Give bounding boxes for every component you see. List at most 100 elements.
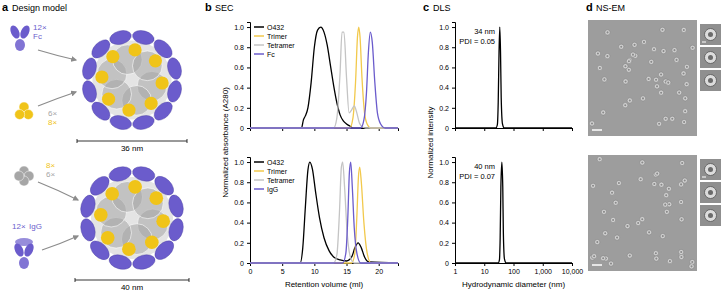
series-line <box>250 32 398 128</box>
icon-part <box>14 171 24 181</box>
chart: 00.20.40.60.81.034 nmPDI = 0.05Normalize… <box>426 23 573 179</box>
tick <box>572 128 573 131</box>
assembly: 40 nm <box>75 164 189 292</box>
tick-label: 0.6 <box>439 199 449 206</box>
annotation: 34 nm <box>474 27 495 36</box>
tick-mark <box>452 162 455 163</box>
particle <box>653 77 658 82</box>
tick: 0.6 <box>439 64 455 71</box>
tick: 0 <box>240 125 250 132</box>
particle <box>640 96 645 101</box>
series-line <box>250 162 398 263</box>
trimer-unit <box>145 235 159 249</box>
particle <box>608 261 613 266</box>
class-average <box>700 205 721 226</box>
series-line <box>250 167 398 263</box>
particle-core <box>680 251 682 253</box>
particle-core <box>637 222 639 224</box>
particle-core <box>653 183 655 185</box>
class-average-bg <box>700 47 721 68</box>
tick: 0 <box>240 260 250 267</box>
tick-label: 1.0 <box>439 159 449 166</box>
particle-core <box>591 122 593 124</box>
component-label: 12× <box>33 23 47 32</box>
particle <box>626 59 631 64</box>
legend-swatch <box>254 170 264 172</box>
particle-core <box>624 65 626 67</box>
component-label: IgG <box>29 222 42 231</box>
axis: 1101001,00010,000 <box>454 263 584 275</box>
tick-label: 10 <box>481 268 489 275</box>
particle <box>602 77 607 82</box>
particle-core <box>618 182 620 184</box>
particle-core <box>681 162 683 164</box>
panel-letter: c <box>423 1 429 13</box>
particle <box>679 249 684 254</box>
scale-bar-end <box>75 278 76 282</box>
plot-area <box>250 162 398 263</box>
class-average-particle <box>705 52 717 64</box>
panel-letter: a <box>2 1 9 13</box>
fc-unit <box>131 28 156 46</box>
panel-title: Design model <box>12 3 67 13</box>
particle <box>595 239 600 244</box>
series-line <box>455 27 572 128</box>
fc-unit <box>131 164 157 183</box>
particle-core <box>650 61 652 63</box>
particle <box>654 84 659 89</box>
tick-mark <box>247 182 250 183</box>
particle-core <box>641 218 643 220</box>
particle-core <box>596 241 598 243</box>
trimer-unit <box>149 54 162 67</box>
particle <box>609 190 614 195</box>
fc-unit <box>108 28 133 46</box>
particle-core <box>642 97 644 99</box>
scale-bar <box>592 264 602 266</box>
tick-mark <box>452 182 455 183</box>
tick: 15 <box>343 263 351 275</box>
scale-bar-end <box>189 278 190 282</box>
particle-core <box>603 78 605 80</box>
arrow <box>38 92 76 106</box>
class-average-core <box>708 78 713 83</box>
particle-core <box>610 263 612 265</box>
particle-core <box>604 232 606 234</box>
trimer-unit <box>101 231 115 245</box>
tick-mark <box>452 128 455 129</box>
particle <box>659 182 664 187</box>
tick-label: 20 <box>375 268 383 275</box>
fc-icon <box>12 242 35 269</box>
axis: 00.20.40.60.81.0 <box>439 23 455 132</box>
particle <box>681 27 686 32</box>
axis-line <box>251 264 399 267</box>
axis-line <box>452 23 456 129</box>
trimer-unit <box>145 97 158 110</box>
tick-label: 0 <box>240 125 244 132</box>
particle-core <box>626 225 628 227</box>
particle-core <box>612 219 614 221</box>
particle <box>684 82 689 87</box>
tick-label: 1.0 <box>234 24 244 31</box>
particle <box>690 45 695 50</box>
particle-core <box>656 85 658 87</box>
particle <box>670 116 675 121</box>
particle-core <box>686 83 688 85</box>
y-axis-title: Normalized intensity <box>426 106 435 178</box>
particle-core <box>669 260 671 262</box>
component-label: 8× <box>48 118 57 127</box>
scale-bar-end <box>77 139 78 143</box>
particle-core <box>667 82 669 84</box>
x-axis-title: Retention volume (ml) <box>285 280 364 289</box>
particle <box>666 80 671 85</box>
tick-label: 0 <box>445 260 449 267</box>
tick-mark <box>452 243 455 244</box>
scale-bar <box>702 177 706 178</box>
tick-label: 0.6 <box>234 64 244 71</box>
particle <box>597 65 602 70</box>
tick-mark <box>247 67 250 68</box>
diameter-label: 40 nm <box>121 283 144 292</box>
tick-label: 0.8 <box>439 179 449 186</box>
fc-unit <box>151 237 177 263</box>
fc-unit <box>166 193 185 219</box>
tick-mark <box>452 47 455 48</box>
